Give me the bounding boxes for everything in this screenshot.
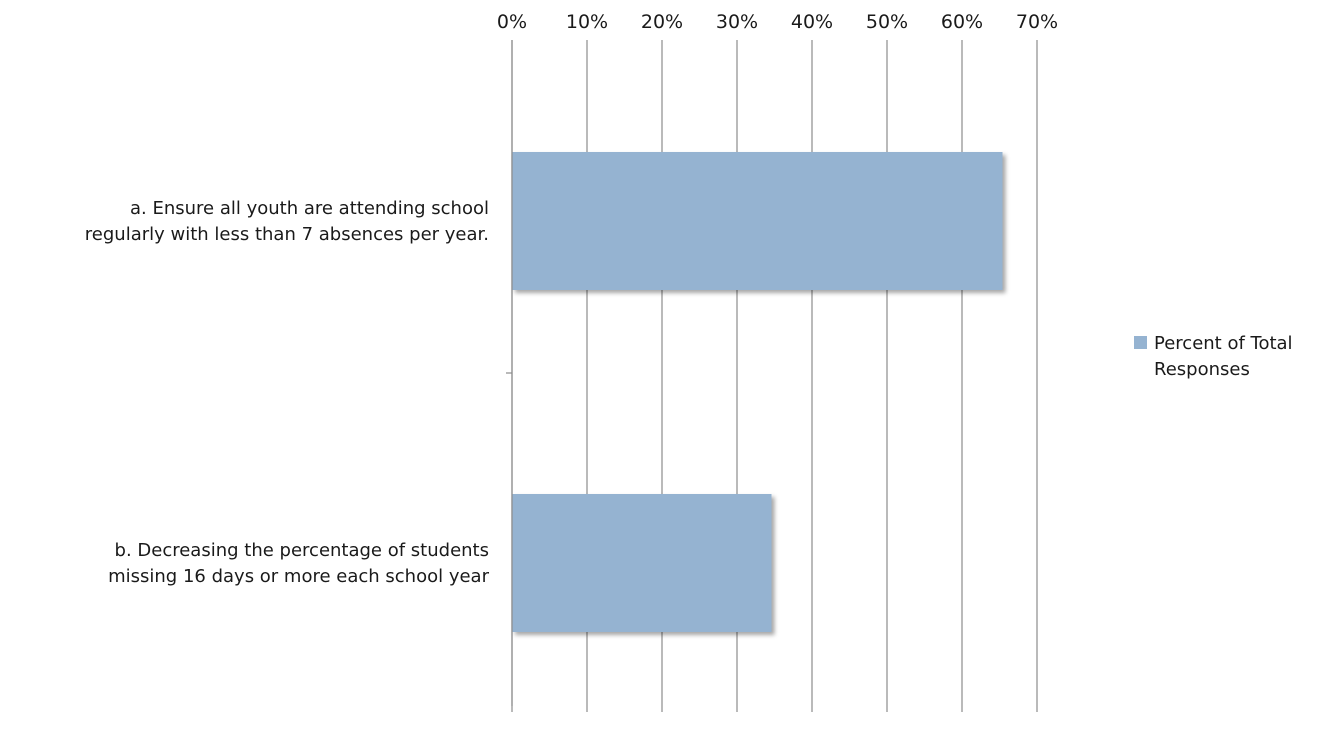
- x-tick-label: 50%: [866, 11, 908, 33]
- x-tick-label: 0%: [497, 11, 527, 33]
- x-tick-label: 20%: [641, 11, 683, 33]
- value-axis-tick-labels: 0% 10% 20% 30% 40% 50% 60% 70%: [497, 11, 1058, 33]
- bar: [512, 152, 1003, 290]
- bar: [512, 494, 772, 632]
- legend-swatch: [1134, 336, 1147, 349]
- x-tick-label: 40%: [791, 11, 833, 33]
- category-labels: a. Ensure all youth are attending school…: [85, 198, 490, 587]
- bars: [512, 152, 1003, 632]
- x-tick-label: 60%: [941, 11, 983, 33]
- x-tick-label: 70%: [1016, 11, 1058, 33]
- x-tick-label: 10%: [566, 11, 608, 33]
- category-label: a. Ensure all youth are attending school…: [85, 198, 489, 245]
- x-tick-label: 30%: [716, 11, 758, 33]
- gridlines: [511, 40, 1038, 712]
- legend-label: Percent of Total Responses: [1154, 333, 1293, 380]
- category-axis: [506, 40, 513, 706]
- legend: Percent of Total Responses: [1134, 333, 1293, 380]
- category-label: b. Decreasing the percentage of students…: [108, 540, 489, 587]
